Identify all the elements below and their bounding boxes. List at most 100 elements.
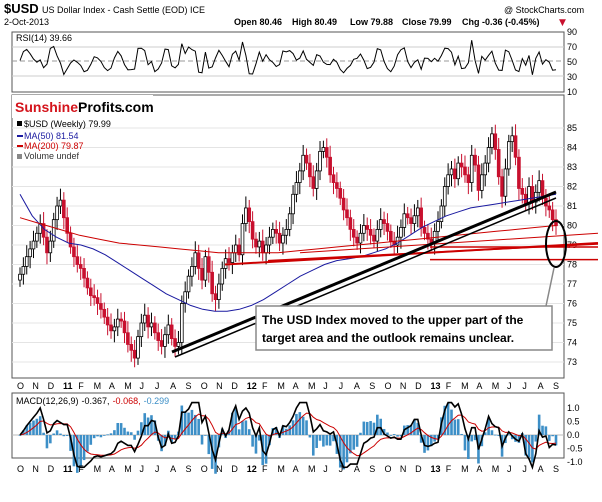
x-tick-label: O — [385, 381, 392, 391]
macd-label: MACD(12,26,9) -0.367, -0.068, -0.299 — [16, 396, 169, 406]
candle-body — [247, 207, 252, 222]
x-tick-label: F — [446, 381, 452, 391]
price-tick-label: 78 — [567, 260, 577, 270]
macd-signal-line — [19, 412, 557, 457]
candle-body — [355, 236, 359, 244]
ma50-line — [19, 193, 557, 312]
candle-body — [463, 166, 467, 176]
macd-histogram-bar — [470, 435, 474, 442]
macd-histogram-bar — [318, 435, 322, 441]
candle-body — [203, 256, 208, 281]
x-tick-label: J — [339, 464, 344, 474]
macd-histogram-bar — [369, 421, 372, 435]
candle-body — [149, 322, 154, 328]
candle-body — [314, 170, 319, 189]
x-tick-label: N — [32, 464, 39, 474]
macd-histogram-bar — [214, 435, 217, 474]
candle-body — [31, 240, 36, 250]
macd-histogram-bar — [285, 428, 288, 435]
candle-body — [173, 338, 177, 347]
chart-name: US Dollar Index - Cash Settle (EOD) ICE — [42, 5, 205, 15]
candle-body — [382, 219, 386, 224]
candle-body — [348, 217, 353, 230]
price-tick-label: 84 — [567, 143, 577, 153]
candle-body — [415, 207, 420, 217]
macd-line — [19, 401, 557, 471]
x-tick-label: S — [369, 381, 375, 391]
macd-histogram-bar — [38, 416, 42, 435]
macd-histogram-bar — [173, 435, 177, 440]
macd-histogram-bar — [126, 431, 130, 435]
x-tick-label: F — [78, 464, 84, 474]
candle-body — [271, 228, 275, 238]
macd-histogram-bar — [467, 435, 470, 459]
candle-body — [345, 209, 349, 219]
candle-body — [362, 225, 366, 234]
candle-body — [163, 334, 167, 347]
macd-histogram-bar — [352, 435, 356, 450]
rsi-tick-label: 30 — [567, 72, 577, 82]
macd-histogram-bar — [99, 435, 103, 438]
candle-body — [372, 234, 376, 242]
rsi-label: RSI(14) 39.66 — [16, 33, 72, 43]
x-tick-label: M — [124, 464, 132, 474]
macd-histogram-bar — [133, 435, 136, 440]
candle-body — [230, 252, 235, 263]
macd-histogram-bar — [76, 435, 79, 473]
legend-ma50: MA(50) 81.54 — [24, 131, 79, 141]
candle-body — [318, 150, 322, 172]
macd-histogram-bar — [305, 420, 308, 435]
macd-histogram-bar — [497, 435, 500, 436]
chart-date: 2-Oct-2013 — [4, 17, 49, 27]
macd-histogram-bar — [483, 432, 487, 435]
x-tick-label: J — [522, 381, 527, 391]
candle-body — [28, 248, 32, 258]
candle-body — [156, 332, 161, 341]
candle-body — [375, 228, 380, 242]
logo-sunshine: Sunshine — [15, 99, 78, 115]
candle-body — [520, 188, 525, 195]
candle-body — [277, 232, 282, 244]
macd-histogram-bar — [136, 430, 140, 435]
macd-histogram-bar — [65, 435, 69, 436]
x-axis-middle: O N D 11 F M A M J J A S O N D 12 F M A M J J A S O N D 13 F M A M J J A S — [17, 381, 559, 391]
macd-histogram-bar — [197, 418, 200, 435]
candle-body — [321, 147, 326, 152]
candle-body — [85, 277, 90, 289]
annotation-pointer — [545, 267, 555, 307]
candle-body — [537, 180, 541, 193]
x-tick-label: A — [109, 464, 115, 474]
candle-body — [132, 349, 137, 359]
candle-body — [405, 213, 410, 219]
candle-body — [48, 240, 53, 254]
macd-histogram-bar — [116, 422, 120, 435]
price-tick-label: 73 — [567, 357, 577, 367]
chart-symbol: $USD — [4, 1, 39, 16]
macd-histogram-bar — [463, 435, 467, 451]
candle-body — [449, 168, 454, 176]
candle-body — [496, 149, 501, 178]
x-tick-label: A — [170, 381, 176, 391]
candle-body — [92, 295, 96, 299]
macd-histogram-bar — [382, 428, 386, 435]
candle-body — [287, 213, 292, 230]
rsi-tick-label: 10 — [567, 87, 577, 97]
candle-body — [291, 193, 295, 215]
macd-histogram-bar — [389, 435, 393, 436]
candle-body — [240, 223, 245, 256]
macd-histogram-bar — [258, 435, 261, 441]
candle-body — [304, 154, 309, 164]
candle-body — [78, 264, 83, 269]
x-tick-label: A — [476, 464, 482, 474]
macd-histogram-bar — [409, 424, 413, 435]
candle-body — [550, 209, 555, 221]
price-tick-label: 77 — [567, 279, 577, 289]
rsi-tick-label: 50 — [567, 57, 577, 67]
x-tick-label: J — [522, 464, 527, 474]
macd-histogram-bar — [69, 435, 72, 451]
candle-body — [45, 236, 49, 254]
macd-histogram-bar — [298, 412, 302, 435]
macd-histogram-bar — [524, 435, 527, 456]
x-tick-label: O — [385, 464, 392, 474]
macd-histogram-bar — [288, 425, 291, 435]
